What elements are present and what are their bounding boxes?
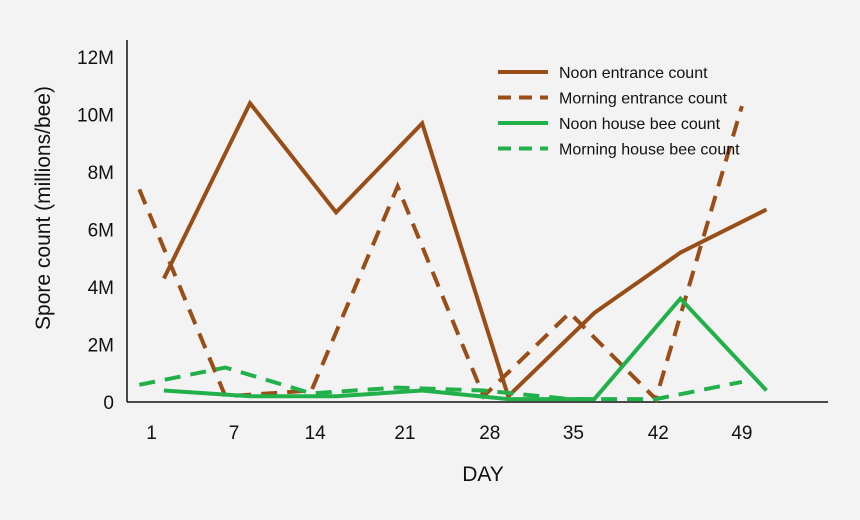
legend-label: Noon entrance count [559,65,708,82]
x-tick-label: 1 [146,423,157,444]
legend: Noon entrance count Morning entrance coun… [498,65,740,159]
y-tick-label: 8M [88,163,114,184]
x-tick-label: 14 [305,423,327,444]
series-line-3 [163,295,768,402]
y-tick-label: 4M [88,278,114,299]
series-line-1 [162,99,768,400]
y-axis-title: Spore count (millions/bee) [32,86,55,330]
series-lines [137,99,768,403]
x-tick-label: 42 [648,423,669,444]
x-tick-label: 28 [479,423,500,444]
y-tick-label: 6M [88,221,114,242]
legend-label: Morning house bee count [559,142,740,159]
x-tick-label: 7 [229,423,240,444]
legend-label: Morning entrance count [559,91,728,108]
x-tick-labels: 1 7 14 21 28 35 42 49 [146,423,752,444]
x-tick-label: 49 [731,423,752,444]
y-tick-label: 0 [103,393,114,414]
y-tick-labels: 0 2M 4M 6M 8M 10M 12M [77,48,114,414]
series-line-4 [138,365,743,402]
x-axis-title: DAY [462,463,504,486]
y-tick-label: 12M [77,48,114,69]
axes [126,40,828,403]
legend-label: Noon house bee count [559,116,721,133]
y-tick-label: 10M [77,106,114,127]
x-tick-label: 21 [394,423,415,444]
x-tick-label: 35 [563,423,584,444]
y-tick-label: 2M [88,336,114,357]
